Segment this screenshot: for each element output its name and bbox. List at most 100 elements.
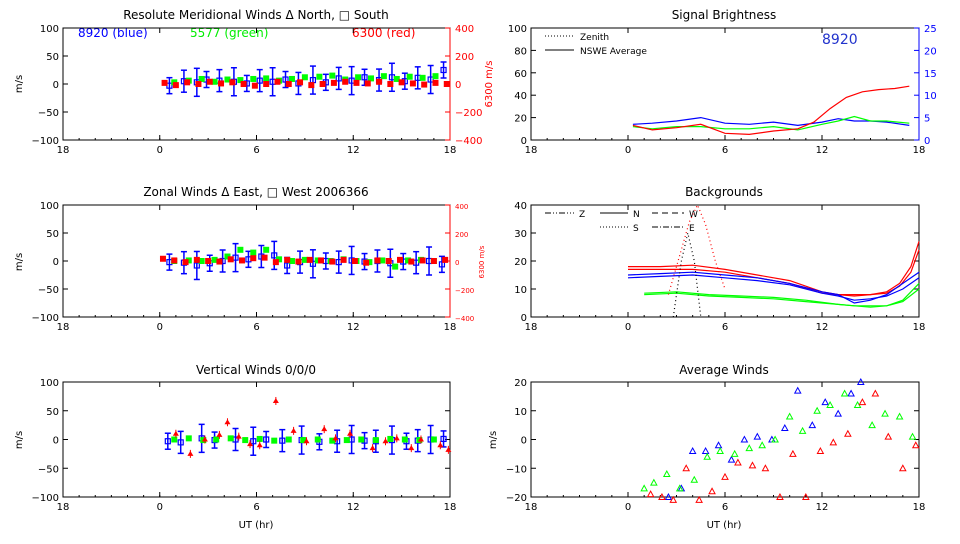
zonal-8920-point (284, 262, 291, 269)
zonal-6300-point (351, 258, 358, 264)
average-5577-point (662, 469, 671, 477)
brightness-y2-tick-label: 5 (924, 114, 930, 125)
vertical-5577-point (256, 435, 263, 442)
average-5577-point (840, 389, 849, 397)
legend-n-label: N (633, 210, 640, 220)
vertical-8920-point (440, 435, 447, 443)
average-y-tick-label: −10 (506, 464, 527, 475)
vertical-6300-point (272, 397, 279, 403)
signal-brightness-panel: Signal Brightness Zenith NSWE Average 89… (508, 8, 937, 156)
meridional-y2-tick-label: 0 (455, 80, 461, 91)
vertical-6300-point (290, 427, 297, 433)
meridional-8920-point (282, 76, 289, 83)
meridional-6300-point (263, 81, 270, 87)
average-6300-point (748, 461, 757, 469)
average-y-tick-label: 20 (514, 378, 527, 389)
annotation-8920-blue: 8920 (blue) (78, 26, 148, 40)
average-8920-point (808, 421, 817, 429)
meridional-6300-point (308, 82, 315, 89)
average-xlabel: UT (hr) (707, 520, 742, 531)
average-6300-point (801, 492, 810, 500)
brightness-y-tick-label: 0 (521, 136, 527, 147)
vertical-x-tick-label: 0 (157, 502, 163, 513)
meridional-5577-point (316, 73, 323, 80)
vertical-5577-point (213, 436, 220, 443)
meridional-y2label: 6300 m/s (484, 61, 495, 108)
meridional-6300-point (251, 82, 258, 89)
vertical-6300-point (445, 446, 452, 452)
vertical-5577-point (314, 436, 321, 443)
backgrounds-z-dotted-line (667, 203, 726, 295)
zonal-6300-point (250, 255, 257, 262)
zonal-5577-point (379, 257, 386, 264)
brightness-y-tick-label: 80 (514, 46, 527, 57)
vertical-5577-point (300, 437, 307, 444)
vertical-x-tick-label: 18 (57, 502, 70, 513)
average-6300-point (789, 449, 797, 457)
vertical-y-tick-label: 0 (53, 436, 59, 447)
average-5577-point (895, 412, 904, 420)
brightness-y-tick-label: 60 (514, 69, 527, 80)
vertical-6300-point (201, 436, 208, 442)
average-6300-point (695, 495, 703, 503)
meridional-6300-point (184, 79, 191, 86)
average-8920-point (688, 446, 697, 454)
backgrounds-y-tick-label: 10 (514, 285, 527, 296)
brightness-y2-tick-label: 20 (924, 46, 937, 57)
vertical-x-tick-label: 6 (253, 502, 259, 513)
backgrounds-y-tick-label: 20 (514, 257, 527, 268)
backgrounds-8920-s-line (627, 274, 920, 301)
brightness-y-tick-label: 40 (514, 91, 527, 102)
average-x-tick-label: 18 (913, 502, 926, 513)
meridional-5577-point (263, 75, 270, 82)
average-8920-point (821, 398, 830, 406)
vertical-5577-point (358, 436, 365, 443)
brightness-y2-tick-label: 15 (924, 69, 937, 80)
vertical-6300-point (303, 438, 310, 444)
zonal-6300-point (295, 258, 302, 265)
zonal-5577-point (301, 256, 308, 263)
average-6300-point (761, 464, 770, 472)
vertical-8920-point (177, 439, 184, 446)
vertical-y-tick-label: 100 (40, 378, 59, 389)
vertical-6300-point (172, 430, 179, 436)
zonal-6300-point (261, 254, 268, 261)
backgrounds-5577-s-line (644, 288, 920, 308)
zonal-x-tick-label: 18 (444, 322, 457, 333)
backgrounds-y-tick-label: 30 (514, 229, 527, 240)
zonal-6300-point (171, 257, 178, 264)
brightness-x-tick-label: 18 (525, 145, 538, 156)
meridional-5577-point (288, 75, 295, 82)
zonal-5577-point (237, 246, 244, 253)
brightness-x-tick-label: 6 (722, 145, 728, 156)
vertical-y-tick-label: −50 (38, 464, 59, 475)
vertical-6300-point (256, 442, 263, 448)
average-5577-point (650, 478, 658, 486)
zonal-6300-point (385, 258, 392, 264)
vertical-6300-point (321, 426, 328, 432)
meridional-6300-point (353, 79, 360, 86)
vertical-6300-point (417, 436, 424, 442)
meridional-x-tick-label: 18 (57, 145, 70, 156)
vertical-5577-point (430, 436, 437, 443)
average-6300-point (669, 495, 678, 503)
meridional-5577-point (211, 78, 218, 85)
average-8920-point (856, 377, 865, 385)
legend-z-label: Z (579, 210, 585, 220)
brightness-y2-tick-label: 25 (924, 24, 937, 35)
meridional-8920-point (361, 74, 368, 81)
meridional-5577-point (406, 73, 413, 80)
zonal-6300-point (419, 257, 426, 264)
vertical-5577-point (171, 436, 178, 443)
meridional-6300-point (172, 82, 179, 89)
zonal-5577-point (276, 256, 283, 263)
backgrounds-x-tick-label: 6 (722, 322, 728, 333)
meridional-6300-point (330, 79, 337, 86)
legend-zenith-label: Zenith (580, 33, 609, 43)
average-title: Average Winds (679, 363, 769, 377)
vertical-x-tick-label: 12 (347, 502, 360, 513)
vertical-8920-point (263, 436, 270, 443)
zonal-winds-panel: Zonal Winds Δ East, □ West 2006366 m/s 6… (14, 185, 486, 333)
